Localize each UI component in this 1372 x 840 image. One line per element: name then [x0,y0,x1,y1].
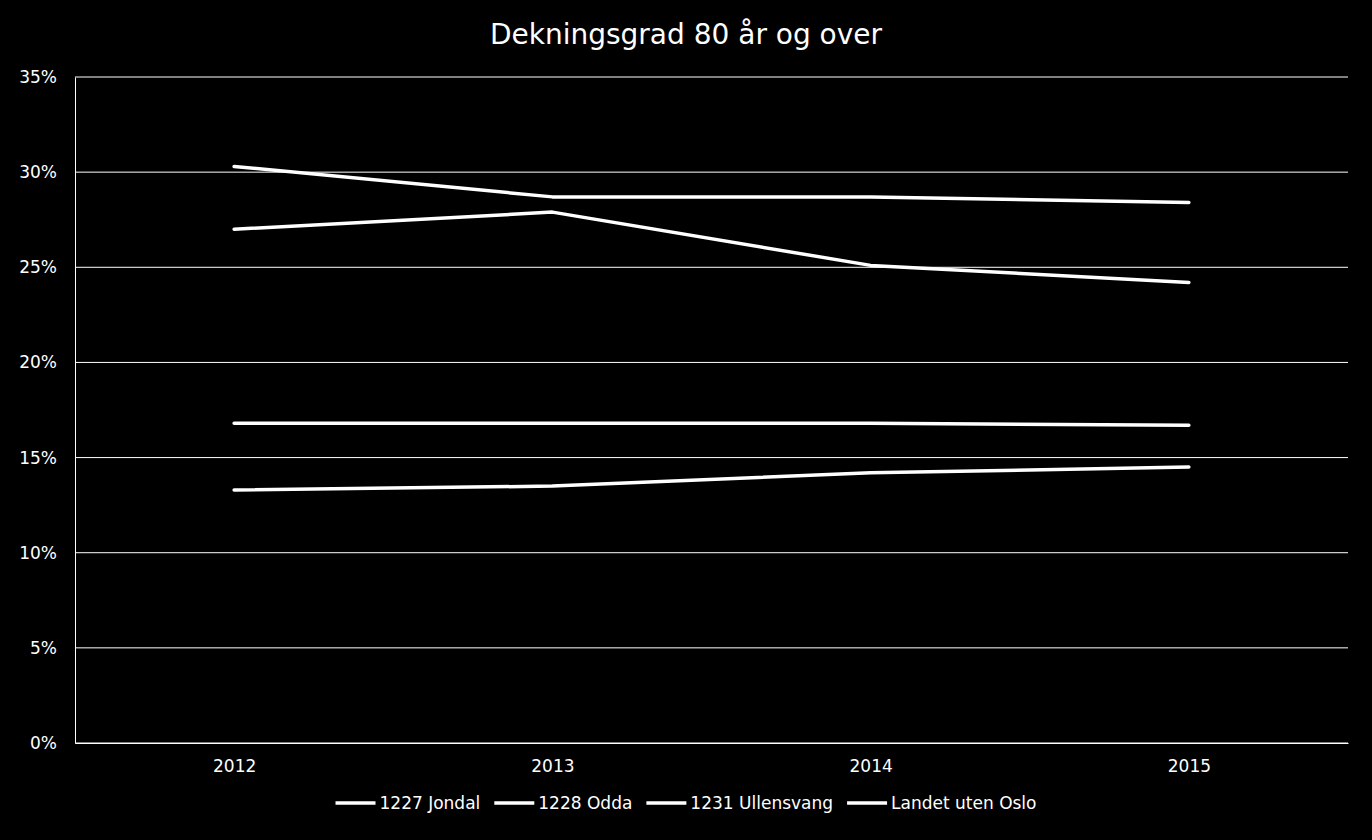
x-tick-label: 2013 [531,756,574,776]
lines [234,166,1189,489]
y-tick-label: 15% [19,448,57,468]
grid-line [75,552,1348,553]
grid-line [75,172,1348,173]
y-tick: 0% [30,733,75,753]
plot: 0% 5% 10% 15% 20% 25% 30% 35% 2012 2013 2014 2015 [19,67,1348,776]
y-tick: 35% [19,67,75,87]
grid-line [75,77,1348,78]
grid [75,77,1348,743]
legend-swatch [847,801,887,805]
y-axis: 0% 5% 10% 15% 20% 25% 30% 35% [19,67,75,753]
y-tick-label: 5% [30,638,57,658]
y-tick: 10% [19,543,75,563]
y-tick-label: 20% [19,352,57,372]
grid-line [75,457,1348,458]
y-tick-label: 35% [19,67,57,87]
background [0,0,1372,840]
y-axis-line [75,78,76,744]
x-tick: 2015 [1168,743,1211,776]
y-tick: 20% [19,352,75,372]
series-line [234,166,1189,202]
chart: 0% 5% 10% 15% 20% 25% 30% 35% 2012 2013 2014 2015 De… [0,0,1372,840]
title: Dekningsgrad 80 år og over [490,18,883,51]
y-tick: 5% [30,638,75,658]
legend-label: 1231 Ullensvang [690,793,833,813]
grid-line [75,743,1348,744]
x-tick: 2013 [531,743,574,776]
legend-label: Landet uten Oslo [891,793,1036,813]
legend-swatch [336,801,376,805]
legend-item: Landet uten Oslo [847,793,1036,813]
x-tick-label: 2015 [1168,756,1211,776]
legend-swatch [494,801,534,805]
legend-label: 1228 Odda [538,793,632,813]
series-line [234,212,1189,282]
y-tick-label: 10% [19,543,57,563]
grid-line [75,647,1348,648]
legend-item: 1228 Odda [494,793,632,813]
x-tick: 2012 [213,743,256,776]
y-tick: 15% [19,448,75,468]
legend-label: 1227 Jondal [380,793,481,813]
grid-line [75,362,1348,363]
series-line [234,467,1189,490]
legend: 1227 Jondal 1228 Odda 1231 Ullensvang Lande… [336,793,1037,813]
grid-line [75,267,1348,268]
y-tick: 25% [19,257,75,277]
y-tick-label: 30% [19,162,57,182]
y-tick-label: 25% [19,257,57,277]
x-tick-label: 2014 [849,756,892,776]
legend-item: 1231 Ullensvang [646,793,833,813]
series-line [234,423,1189,425]
y-tick-label: 0% [30,733,57,753]
x-tick-label: 2012 [213,756,256,776]
x-tick: 2014 [849,743,892,776]
y-tick: 30% [19,162,75,182]
x-axis-line [76,743,1349,744]
x-axis: 2012 2013 2014 2015 [76,743,1349,776]
legend-item: 1227 Jondal [336,793,481,813]
legend-swatch [646,801,686,805]
